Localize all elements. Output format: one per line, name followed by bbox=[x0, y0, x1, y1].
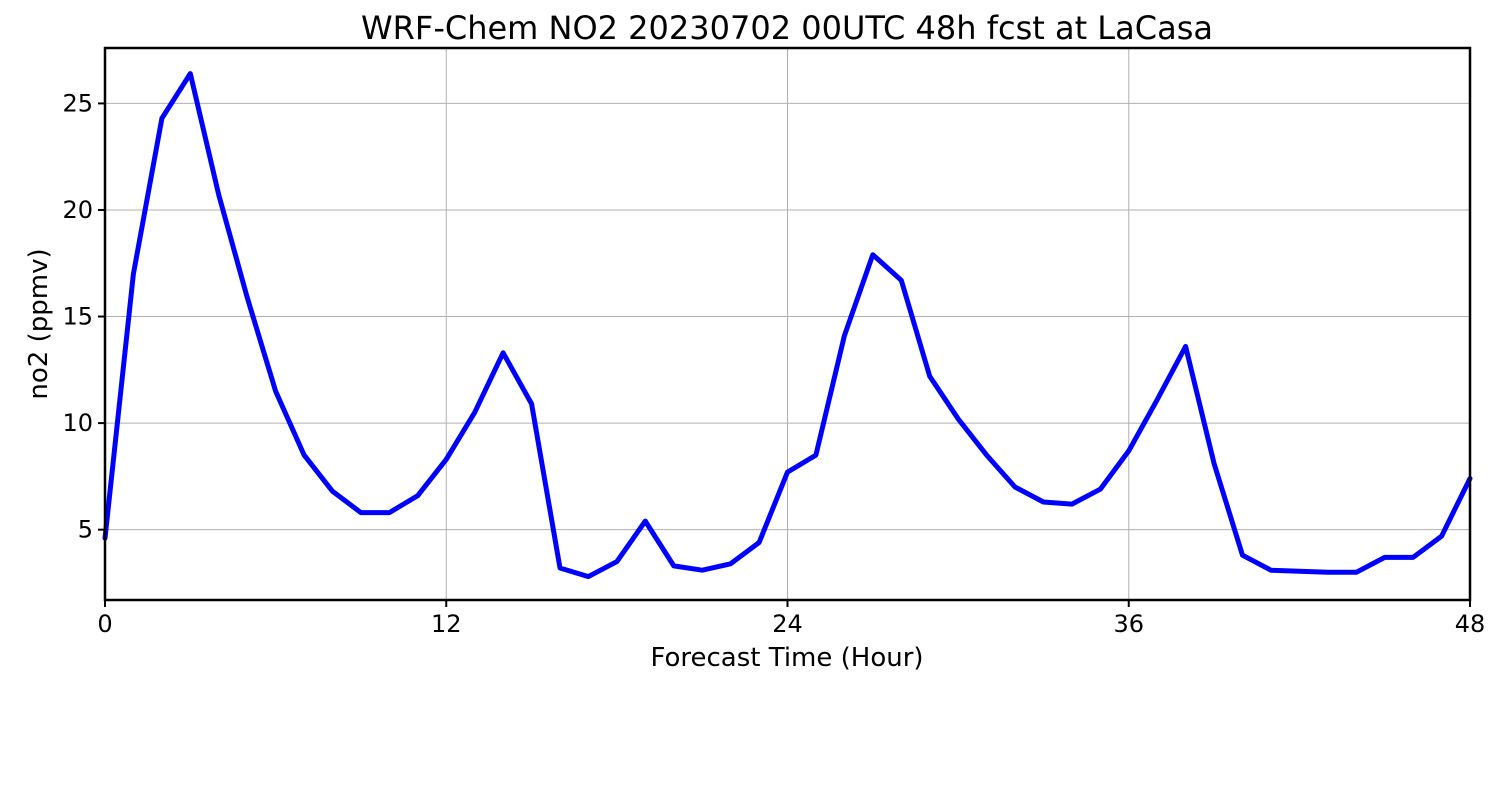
x-tick-label: 24 bbox=[772, 610, 803, 638]
x-axis-ticks: 0 12 24 36 48 bbox=[97, 600, 1485, 638]
x-axis-label: Forecast Time (Hour) bbox=[650, 643, 923, 673]
x-tick-label: 0 bbox=[97, 610, 112, 638]
chart-title: WRF-Chem NO2 20230702 00UTC 48h fcst at … bbox=[361, 9, 1213, 47]
x-tick-label: 36 bbox=[1113, 610, 1144, 638]
y-tick-label: 10 bbox=[62, 409, 93, 437]
no2-series-line bbox=[102, 71, 1473, 580]
grid-lines bbox=[104, 48, 1471, 600]
x-tick-label: 48 bbox=[1455, 610, 1486, 638]
y-tick-label: 20 bbox=[62, 196, 93, 224]
y-tick-label: 25 bbox=[62, 89, 93, 117]
y-tick-label: 15 bbox=[62, 303, 93, 331]
y-axis-ticks: 5 10 15 20 25 bbox=[62, 89, 105, 544]
x-tick-label: 12 bbox=[431, 610, 462, 638]
y-axis-label: no2 (ppmv) bbox=[24, 248, 54, 399]
y-tick-label: 5 bbox=[78, 516, 93, 544]
